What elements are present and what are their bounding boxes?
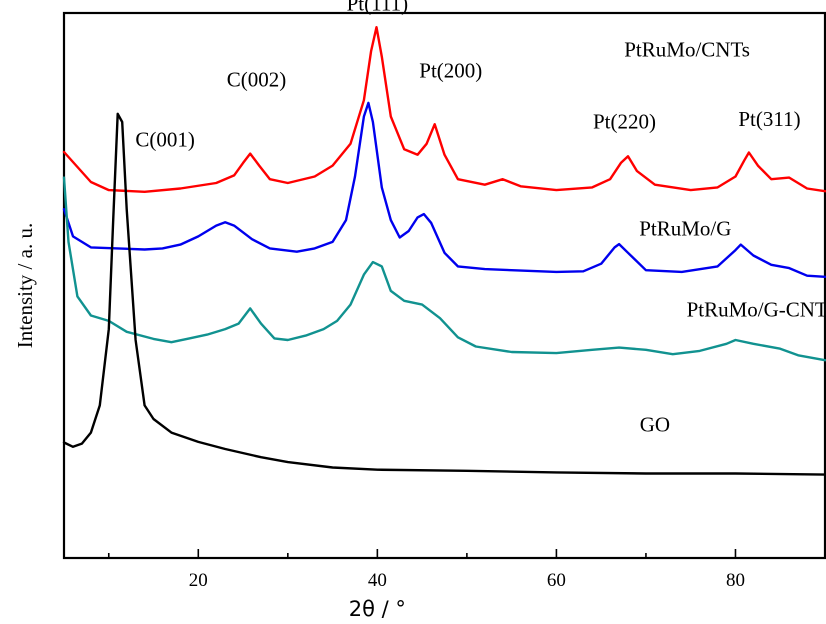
plot-border xyxy=(62,11,826,560)
series-line-ptrumo-cnts xyxy=(62,26,826,193)
annotation-pt-200: Pt(200) xyxy=(419,58,482,82)
x-tick-label: 20 xyxy=(189,570,208,591)
x-ticks: 20 40 60 80 xyxy=(107,549,826,591)
annotation-pt-220: Pt(220) xyxy=(593,110,656,134)
annotation-c-002: C(002) xyxy=(227,68,287,92)
annotation-ptrumo-g: PtRuMo/G xyxy=(639,216,731,240)
x-tick-label: 60 xyxy=(547,570,566,591)
annotation-pt-311: Pt(311) xyxy=(738,107,800,131)
y-axis-label: Intensity / a. u. xyxy=(13,223,37,348)
annotation-pt-111: Pt(111) xyxy=(347,0,408,15)
series-line-ptrumo-g xyxy=(62,101,826,278)
series-layer xyxy=(62,26,826,476)
annotation-ptrumo-cnts: PtRuMo/CNTs xyxy=(624,38,750,62)
annotation-go: GO xyxy=(640,413,670,437)
x-tick-label: 40 xyxy=(368,570,387,591)
plot-frame xyxy=(62,11,826,560)
annotation-ptrumo-g-cnts: PtRuMo/G-CNTs xyxy=(687,298,826,322)
x-tick-label: 80 xyxy=(726,570,745,591)
annotation-c-001: C(001) xyxy=(135,128,195,152)
series-line-go xyxy=(62,112,826,476)
annotations: Pt(111) C(002) Pt(200) PtRuMo/CNTs Pt(220) Pt… xyxy=(135,0,826,437)
series-line-ptrumo-g-cnts xyxy=(62,176,826,362)
x-axis-label: 2θ / ° xyxy=(349,597,406,621)
